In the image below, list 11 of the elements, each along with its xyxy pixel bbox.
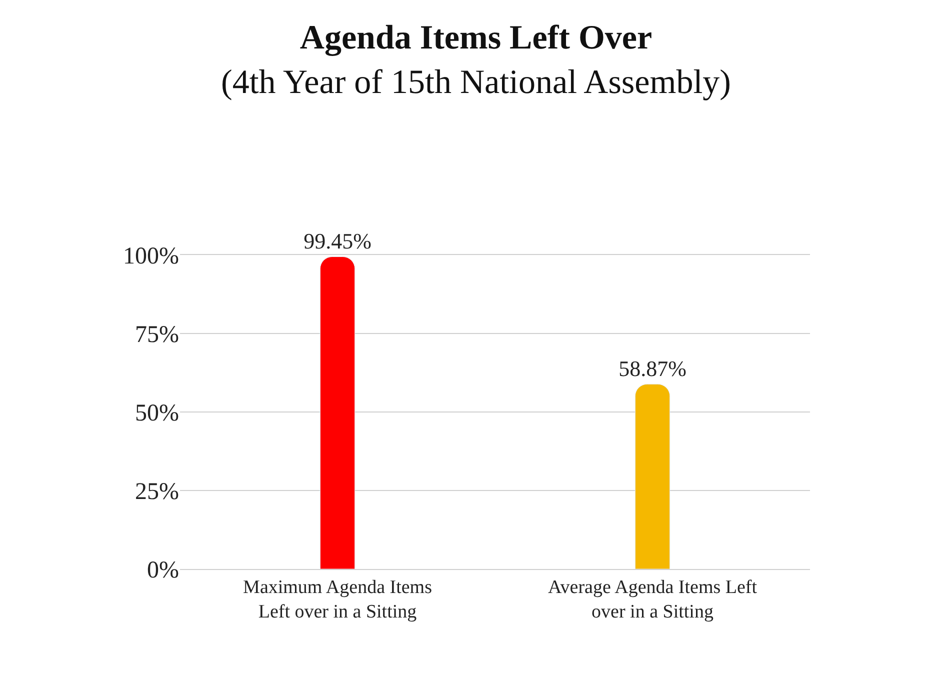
x-tick-label: Maximum Agenda Items Left over in a Sitting [243, 576, 432, 622]
y-tick-label: 100% [123, 243, 179, 270]
data-label: 99.45% [304, 228, 372, 254]
chart-subtitle: (4th Year of 15th National Assembly) [221, 64, 731, 101]
chart-title: Agenda Items Left Over [300, 20, 652, 57]
y-tick-label: 0% [147, 557, 179, 584]
y-tick-label: 75% [135, 322, 179, 348]
y-tick-label: 25% [135, 478, 179, 505]
y-tick-label: 50% [135, 400, 179, 426]
x-tick-label: Average Agenda Items Left over in a Sitting [548, 576, 758, 622]
data-label: 58.87% [618, 356, 686, 382]
